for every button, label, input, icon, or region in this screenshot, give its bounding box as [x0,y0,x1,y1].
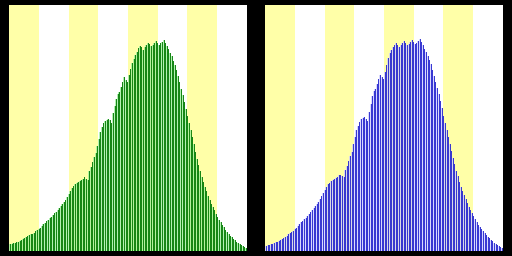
Bar [503,0,512,251]
Bar [247,0,276,251]
Bar [265,0,295,251]
Bar [443,0,473,251]
Bar [295,0,325,251]
Bar [128,0,158,251]
Bar [384,0,414,251]
Bar [276,0,306,251]
Bar [39,0,69,251]
Bar [354,0,384,251]
Bar [98,0,128,251]
Bar [158,0,187,251]
Polygon shape [9,40,247,251]
Bar [9,0,39,251]
Bar [69,0,98,251]
Bar [187,0,217,251]
Bar [325,0,354,251]
Polygon shape [265,39,503,251]
Bar [217,0,247,251]
Bar [414,0,443,251]
Bar [473,0,503,251]
